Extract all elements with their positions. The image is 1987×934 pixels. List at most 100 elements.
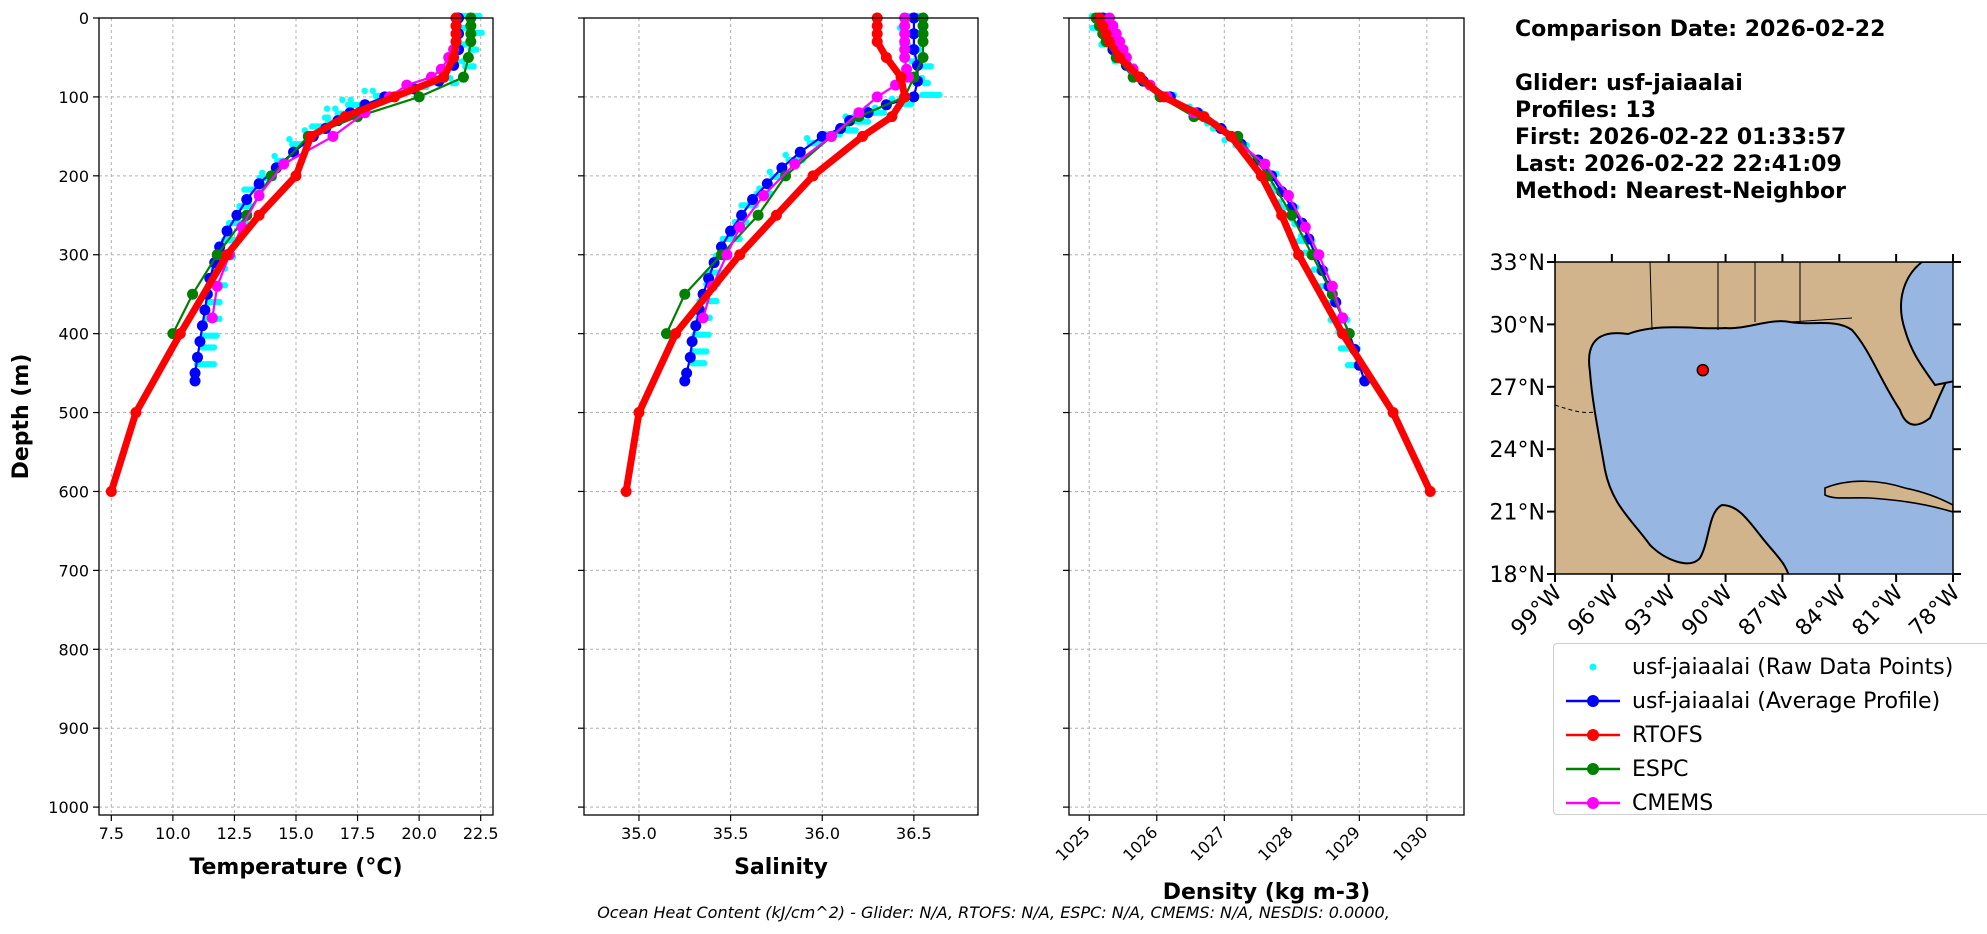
series-marker [199,304,211,316]
lon-tick-label: 81°W [1848,580,1909,641]
series-marker [736,209,748,221]
series-marker [1286,209,1298,221]
comparison-date: Comparison Date: 2026-02-22 [1515,17,1886,42]
raw-data-point [259,169,266,177]
raw-data-point [323,105,331,112]
inset-map: 33°N 30°N 27°N 24°N 21°N 18°N99°W96°W93°W90°W… [1490,251,1966,641]
x-tick-label: 36.0 [804,824,840,843]
y-tick-label: 700 [58,561,89,580]
series-marker [715,241,727,253]
series-marker [231,209,243,221]
panel-frame [98,17,494,816]
series-marker [908,28,920,40]
series-usf-jaiaalai-average-profile- [679,12,924,387]
legend-label: usf-jaiaalai (Average Profile) [1632,688,1941,714]
raw-data-point [927,63,935,70]
lon-tick-label: 93°W [1620,580,1681,641]
series-marker [770,209,782,221]
series-marker [734,249,746,261]
map-frame [1554,261,1954,575]
x-axis-label: Salinity [734,855,828,880]
series-marker [871,20,883,32]
raw-data-point [210,361,218,368]
series-marker [438,71,450,83]
series-espc [167,12,477,340]
lon-tick-label: 78°W [1905,580,1966,641]
y-tick-label: 500 [58,404,89,423]
series-marker [174,328,186,340]
series-marker [221,225,233,237]
border-line [1555,404,1596,413]
series-marker [1336,328,1348,340]
series-marker [450,36,462,48]
map-sea-group [1555,262,1953,574]
y-tick-label: 600 [58,482,89,501]
series-marker [265,170,277,182]
series-marker [1336,312,1348,324]
series-marker [853,107,865,119]
y-tick-label: 200 [58,167,89,186]
cuba [1824,480,1953,513]
panel-density: 1025 1026 1027 1028 1029 1030 Density (kg m-3) [1052,12,1465,905]
raw-data-point [782,151,789,159]
series-marker [679,288,691,300]
series-marker [670,328,682,340]
raw-data-point [803,135,811,142]
raw-data-point [478,29,485,36]
x-tick-label: 7.5 [99,824,124,843]
raw-data-point [361,87,368,95]
series-marker [886,111,898,123]
legend-entry: RTOFS [1554,720,1703,750]
raw-data-point [766,168,774,176]
series-marker [899,44,911,56]
info-block: Comparison Date: 2026-02-22 Glider: usf-… [1515,16,1885,205]
x-tick-label: 35.5 [713,824,749,843]
series-marker [1134,71,1146,83]
series-marker [211,249,223,261]
series-marker [1424,485,1436,497]
legend-swatch [1566,695,1620,707]
x-tick-label: 36.5 [896,824,932,843]
series-marker [857,130,869,142]
series-marker [206,312,218,324]
series-marker [1282,190,1294,202]
series-marker [450,28,462,40]
x-tick-label: 15.0 [278,824,314,843]
raw-data-point [701,360,708,367]
series-marker [1114,51,1126,63]
x-tick-label: 1030 [1389,823,1431,865]
series-marker [1313,249,1325,261]
raw-data-point [332,105,339,112]
raw-data-point [936,91,943,99]
legend-label: usf-jaiaalai (Raw Data Points) [1632,654,1954,680]
raw-data-point [324,114,332,121]
state-borders [1649,262,1853,331]
ohc-caption: Ocean Heat Content (kJ/cm^2) - Glider: N… [597,903,1390,922]
series-marker [871,91,883,103]
y-axis-label: Depth (m) [9,354,34,480]
x-tick-label: 20.0 [401,824,437,843]
raw-data-point [286,136,293,143]
x-tick-label: 1025 [1052,823,1094,865]
y-tick-label: 0 [79,9,89,28]
series-marker [789,158,801,170]
raw-data-point [905,100,913,108]
x-tick-label: 1027 [1187,823,1229,865]
legend-marker [1587,763,1599,775]
series-marker [734,221,746,233]
profile-count: Profiles: 13 [1515,98,1657,123]
series-marker [413,91,425,103]
raw-data-point [852,127,859,134]
panel-temperature: 0 100 200 300 400 500 600 700 800 900 1000 7.5 10.0 1… [48,9,498,880]
series-marker [253,209,265,221]
x-tick-label: 17.5 [340,824,376,843]
legend-swatch [1566,763,1620,775]
series-marker [1276,209,1288,221]
series-rtofs [105,12,462,497]
series-marker [457,71,469,83]
legend-label: CMEMS [1632,790,1714,816]
series-marker [780,170,792,182]
series-marker [871,36,883,48]
raw-data-point [221,282,229,289]
series-marker [880,51,892,63]
